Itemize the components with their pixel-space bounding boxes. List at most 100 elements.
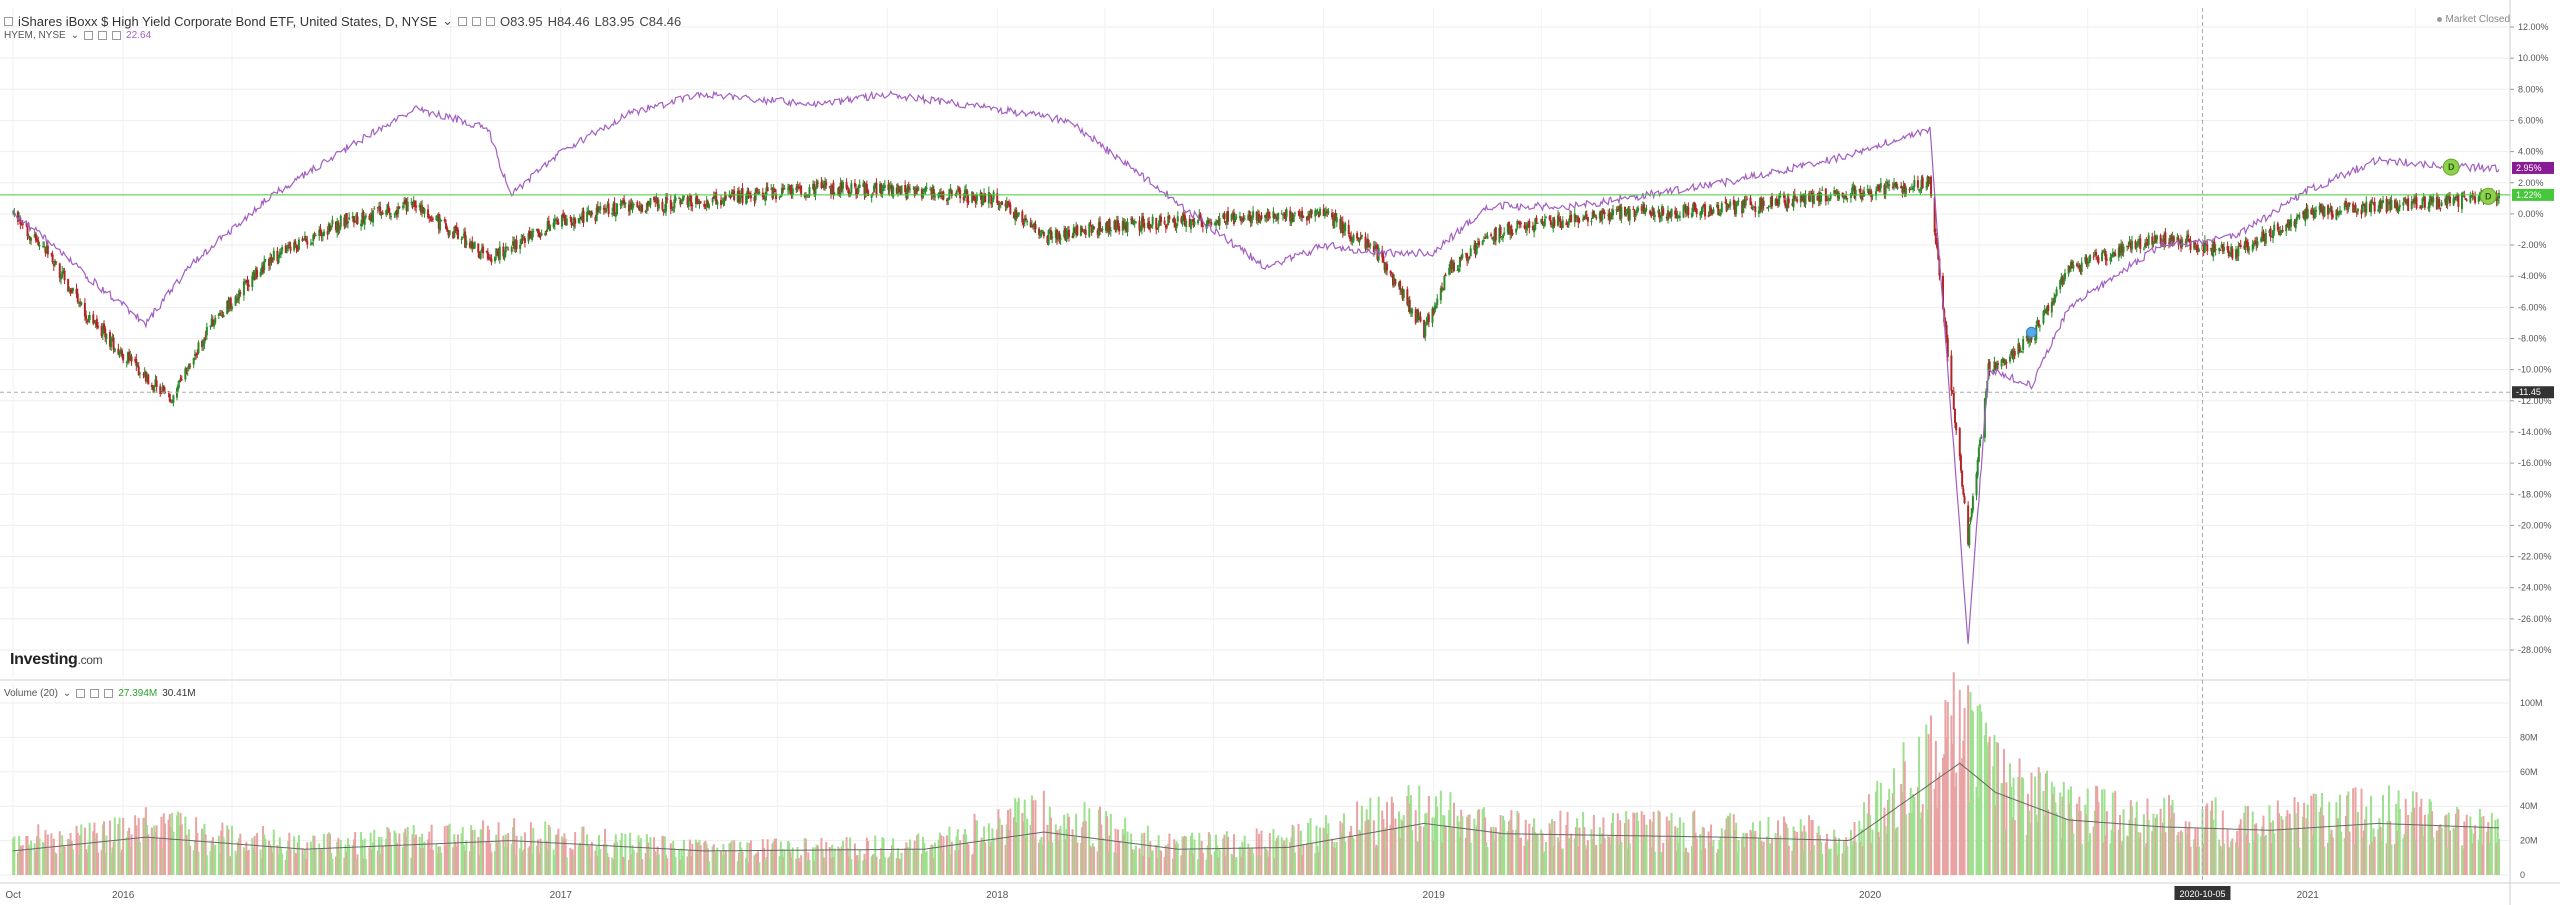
candle-body (1122, 221, 1125, 230)
candle-body (2134, 241, 2137, 249)
candle-body (105, 334, 108, 340)
candle-body (1959, 455, 1962, 471)
candle-body (2343, 202, 2346, 210)
candle-body (2146, 243, 2149, 245)
volume-bar (570, 849, 573, 875)
volume-bar (1885, 833, 1888, 875)
volume-bar (1552, 845, 1555, 875)
dividend-marker[interactable] (2479, 187, 2497, 205)
volume-bar (2347, 791, 2350, 875)
crosshair-x-badge (2174, 886, 2231, 900)
candle-body (1234, 216, 1237, 222)
volume-bar (2496, 818, 2499, 875)
candle-body (1155, 217, 1158, 230)
volume-bar (62, 846, 65, 875)
chevron-down-icon[interactable]: ⌄ (70, 30, 80, 41)
candle-body (1936, 242, 1939, 248)
volume-bar (704, 840, 707, 875)
volume-bar (1442, 815, 1445, 875)
candle-body (334, 221, 337, 231)
candle-body (1079, 226, 1082, 236)
volume-bar (1927, 734, 1930, 875)
candle-body (1851, 187, 1854, 195)
collapse-legend-icon[interactable] (4, 16, 13, 26)
visibility-toggle-icon[interactable] (76, 689, 86, 698)
volume-bar (1374, 847, 1377, 875)
volume-bar (1046, 824, 1049, 875)
candle-body (711, 197, 714, 203)
volume-bar (613, 842, 616, 875)
volume-bar (771, 843, 774, 875)
close-icon[interactable] (112, 31, 122, 40)
candle-body (1382, 255, 1385, 263)
candle-body (1767, 207, 1770, 209)
volume-bar (380, 836, 383, 875)
candle-body (1433, 305, 1436, 313)
candle-body (2026, 337, 2029, 342)
candle-body (2129, 242, 2132, 249)
y-tick-label: -24.00% (2518, 583, 2552, 593)
volume-bar (748, 843, 751, 875)
candle-body (404, 199, 407, 204)
candle-body (2448, 196, 2451, 204)
volume-bar (2478, 808, 2481, 875)
visibility-toggle-icon[interactable] (84, 31, 94, 40)
candle-body (370, 213, 373, 221)
volume-bar (531, 853, 534, 875)
volume-bar (345, 851, 348, 875)
candle-body (1064, 228, 1067, 241)
volume-bar (2245, 834, 2248, 875)
volume-bar (2205, 805, 2208, 875)
chevron-down-icon[interactable]: ⌄ (62, 688, 72, 699)
candle-body (1012, 212, 1015, 219)
volume-bar (1335, 842, 1338, 875)
candle-body (687, 197, 690, 207)
candle-body (1612, 209, 1615, 216)
volume-bar (1256, 856, 1259, 875)
volume-bar (214, 844, 217, 875)
volume-bar (1375, 844, 1378, 875)
candle-body (2280, 230, 2283, 232)
hyem-series-line[interactable] (12, 89, 2500, 644)
visibility-toggle-icon[interactable] (458, 16, 467, 26)
volume-bar (186, 843, 189, 875)
candle-body (1008, 203, 1011, 206)
volume-pane[interactable] (12, 672, 2501, 875)
candle-body (1793, 194, 1796, 198)
volume-bar (2197, 846, 2200, 875)
close-icon[interactable] (486, 16, 495, 26)
candle-body (2017, 343, 2020, 355)
candle-body (1809, 194, 1812, 202)
candle-body (1803, 194, 1806, 203)
dividend-marker[interactable] (2442, 158, 2460, 176)
candle-body (1399, 281, 1402, 290)
volume-bar (691, 843, 694, 875)
event-marker[interactable] (2026, 326, 2038, 338)
volume-bar (1015, 822, 1018, 875)
chevron-down-icon[interactable]: ⌄ (442, 13, 453, 28)
candle-body (2344, 200, 2347, 204)
volume-bar (2322, 815, 2325, 875)
volume-bar (1486, 847, 1489, 875)
volume-bar (733, 840, 736, 875)
volume-bar (160, 816, 163, 875)
close-icon[interactable] (104, 689, 114, 698)
volume-bar (1366, 819, 1369, 875)
volume-bar (1699, 834, 1702, 875)
main-price-pane[interactable] (12, 89, 2501, 644)
settings-icon[interactable] (98, 31, 108, 40)
candle-body (1072, 227, 1075, 237)
candle-body (556, 219, 559, 225)
candle-body (2435, 196, 2438, 210)
volume-bar (1276, 838, 1279, 875)
volume-bar (2482, 816, 2485, 875)
volume-bar (427, 839, 430, 875)
settings-icon[interactable] (472, 16, 481, 26)
candle-body (631, 205, 634, 211)
volume-bar (2193, 839, 2196, 875)
volume-bar (1558, 841, 1561, 875)
settings-icon[interactable] (90, 689, 100, 698)
candle-body (1394, 279, 1397, 285)
volume-bar (1652, 811, 1655, 875)
